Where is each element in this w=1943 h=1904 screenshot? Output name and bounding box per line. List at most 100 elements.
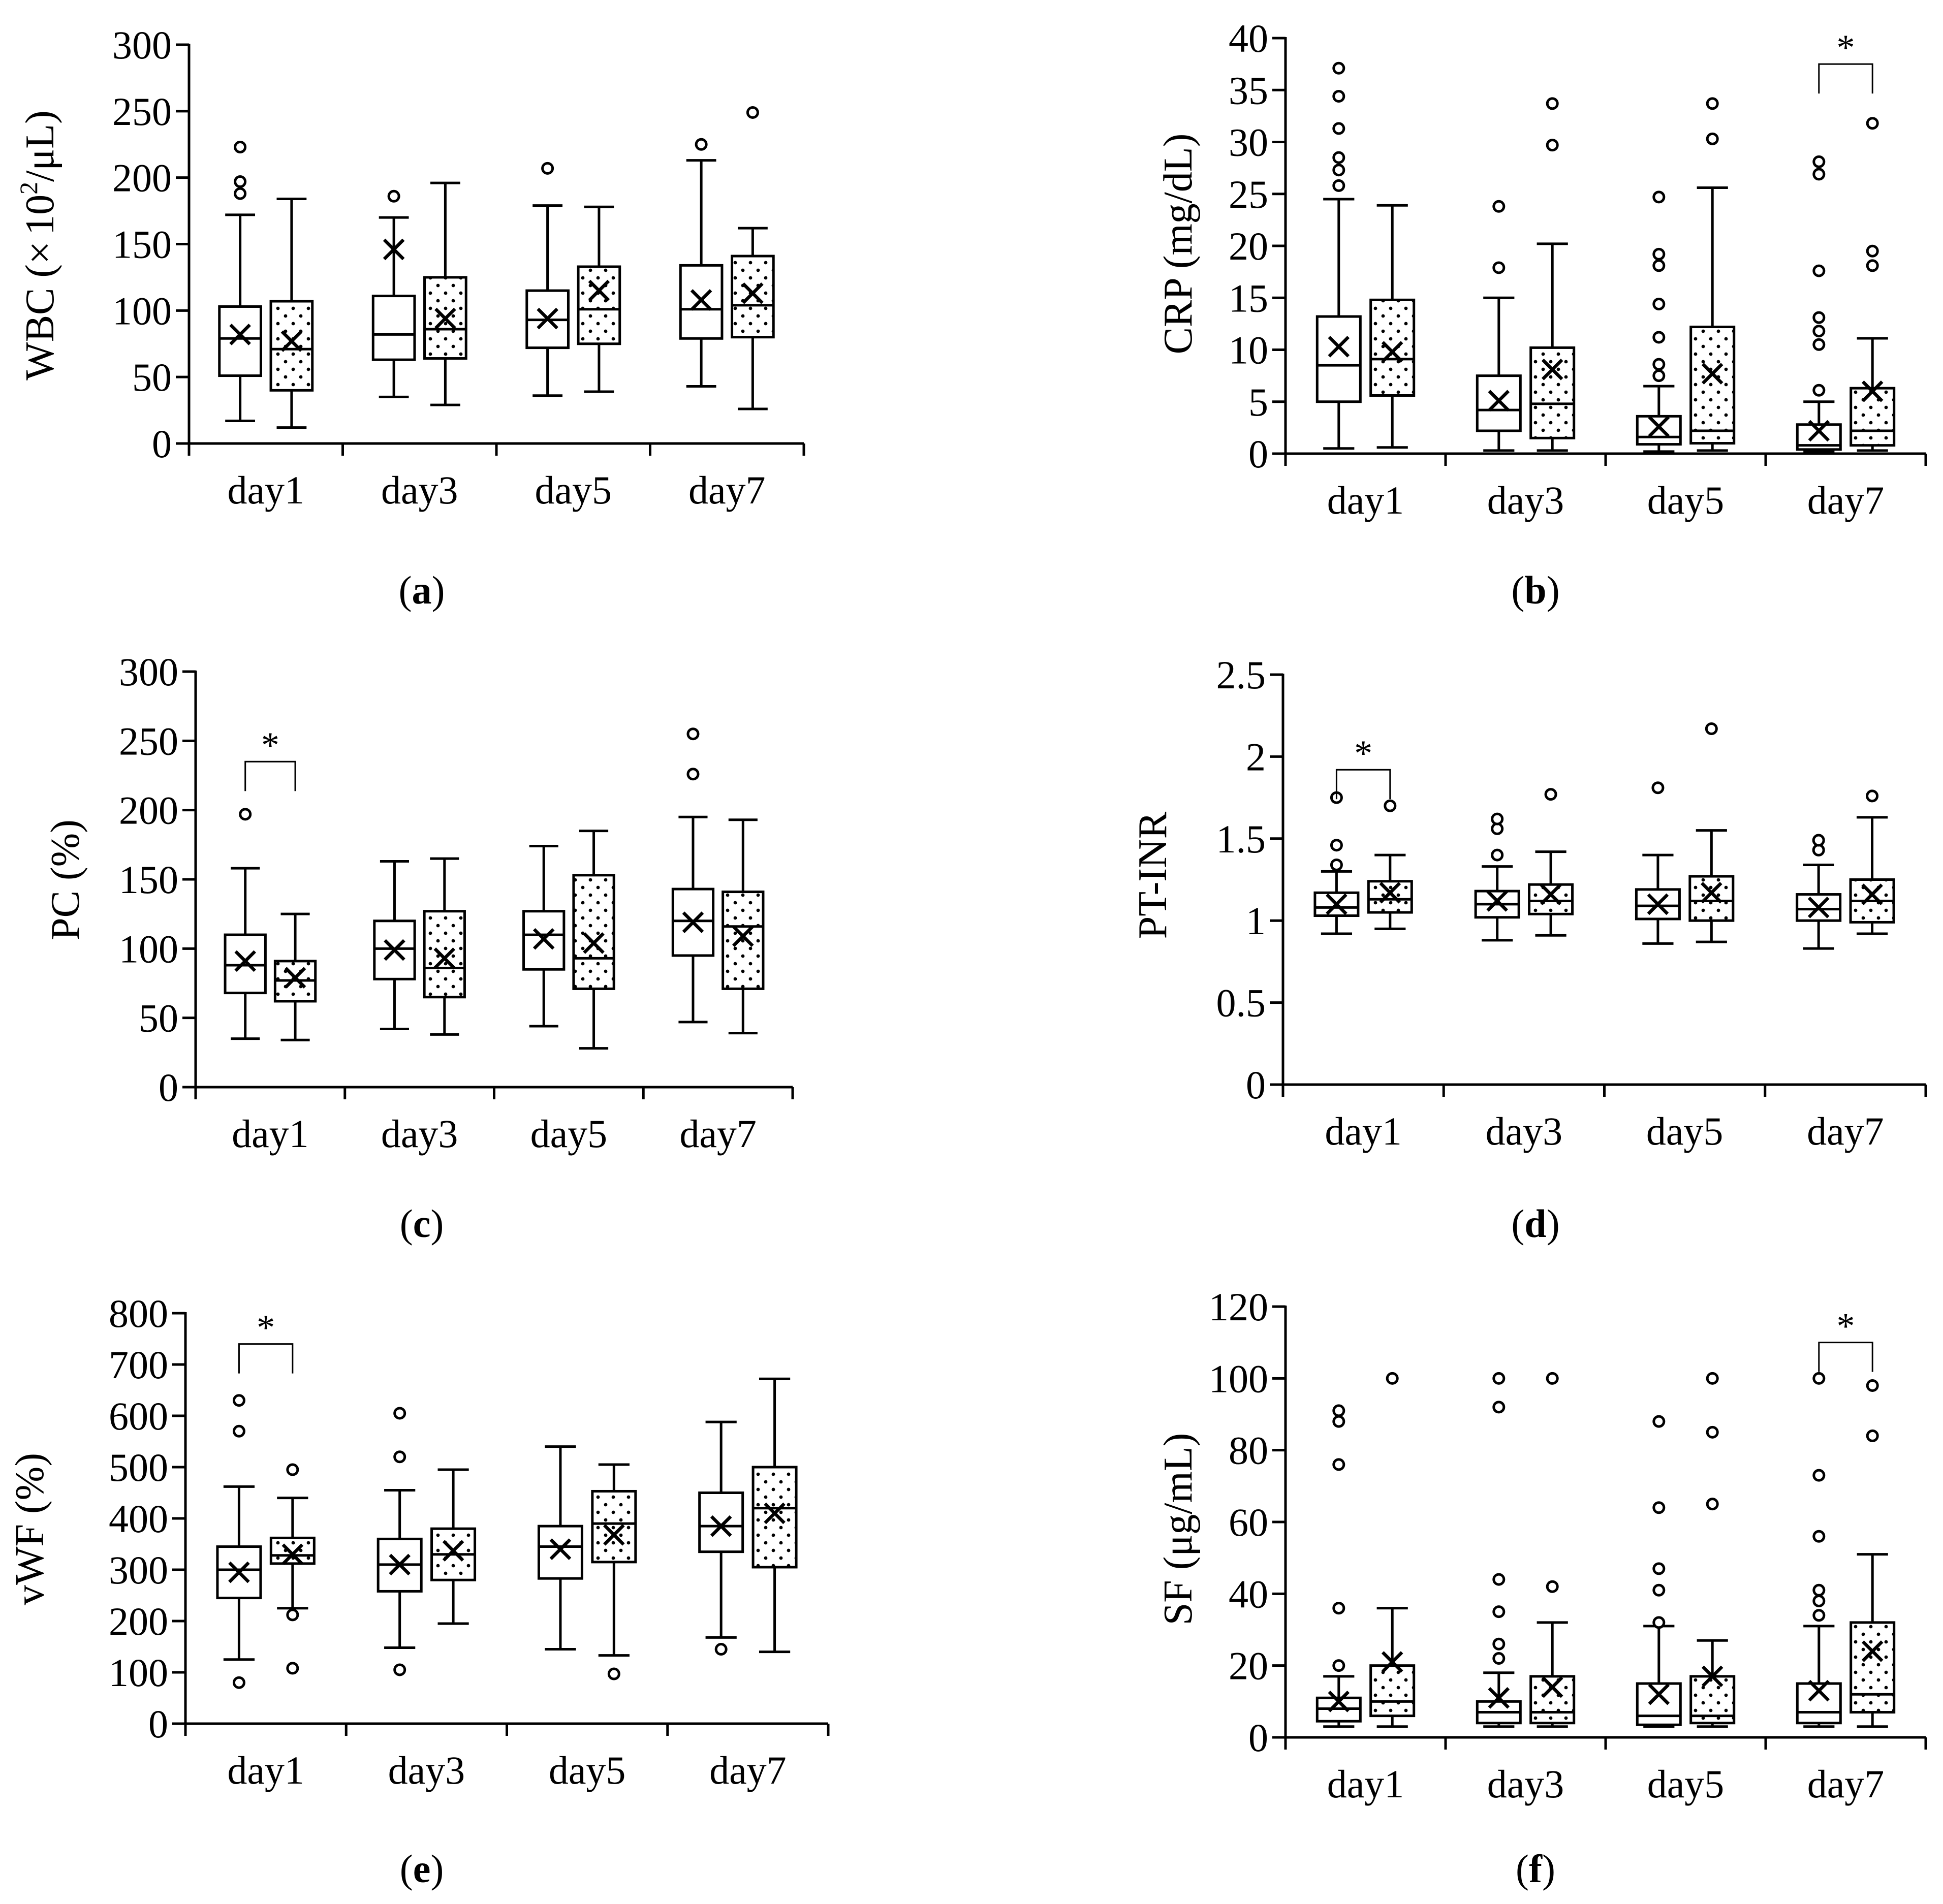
outlier-point (1332, 1415, 1345, 1428)
box-background (225, 935, 266, 993)
box-day3-plain (377, 1407, 423, 1676)
outlier-point (1384, 799, 1397, 812)
mean-marker (764, 1502, 786, 1525)
outlier-point (686, 727, 700, 741)
outlier-point (1332, 1404, 1345, 1417)
significance-star: * (1354, 733, 1372, 774)
outlier-point (1652, 1616, 1666, 1629)
y-tick-label: 100 (119, 927, 178, 971)
outlier-point (234, 140, 247, 153)
box-iqr (218, 305, 262, 377)
box-iqr (1635, 888, 1681, 921)
y-tick-label: 15 (1229, 276, 1268, 320)
box-iqr (1315, 315, 1362, 403)
mean-marker (1861, 1640, 1884, 1662)
box-day5-dotted (1688, 722, 1735, 943)
box-iqr (1476, 374, 1522, 432)
box-day1-dotted (269, 198, 314, 429)
panel-a-ylabel: WBC (×102/μL) (14, 110, 62, 380)
box-iqr (371, 295, 416, 361)
outlier-point (1812, 1594, 1826, 1607)
outlier-point (1332, 1659, 1345, 1672)
bracket-line (1818, 63, 1873, 94)
y-tick-label: 0 (148, 1702, 168, 1746)
mean-marker (1326, 893, 1347, 915)
outlier-point (1492, 200, 1506, 213)
outlier-point (1866, 1429, 1879, 1442)
box-day3-dotted (423, 181, 467, 406)
y-tick-label: 150 (119, 858, 178, 902)
outlier-point (1332, 164, 1345, 177)
box-day1-plain (218, 140, 262, 423)
mean-marker (1486, 890, 1508, 912)
mean-marker (1379, 882, 1401, 904)
outlier-point (686, 768, 700, 781)
y-tick-label: 20 (1229, 1644, 1268, 1688)
box-day5-dotted (591, 1463, 637, 1680)
box-day1-plain (1313, 791, 1360, 935)
outlier-point (286, 1662, 299, 1675)
y-tick-label: 300 (112, 23, 172, 67)
panel-f: 0 20 40 60 80 100 120 day1 day3 day5 day7 * SF (μg… (1156, 1285, 1927, 1891)
mean-marker (1807, 897, 1830, 918)
y-tick-label: 500 (109, 1445, 168, 1489)
x-tick-label: day5 (1647, 478, 1725, 522)
box-day1-dotted (1369, 204, 1416, 449)
x-tick-label: day3 (381, 1112, 458, 1156)
outlier-point (1812, 338, 1826, 351)
mean-marker (442, 1540, 464, 1562)
outlier-point (1492, 1401, 1506, 1414)
box-iqr (1688, 875, 1735, 922)
panel-f-axes: 0 20 40 60 80 100 120 day1 day3 day5 day7 (1209, 1285, 1927, 1806)
box-day1-plain (1315, 61, 1362, 450)
panel-a-boxes (218, 106, 775, 429)
mean-marker (1701, 1665, 1723, 1688)
box-iqr (537, 1525, 583, 1580)
box-iqr (1796, 1682, 1842, 1725)
outlier-point (1812, 384, 1826, 397)
box-iqr (1369, 1664, 1416, 1718)
y-tick-label: 250 (112, 89, 172, 134)
box-stipple (271, 301, 312, 391)
outlier-point (1652, 331, 1666, 344)
significance-bracket: * (1818, 1306, 1873, 1372)
box-iqr (1529, 1675, 1576, 1725)
box-stipple (271, 1538, 315, 1564)
panel-b-axes: 0 5 10 15 20 25 30 35 40 day1 day3 day5 day7 (1229, 16, 1927, 522)
mean-marker (229, 324, 251, 345)
x-tick-label: day7 (709, 1748, 787, 1792)
panel-e-boxes: * (216, 1308, 798, 1689)
y-tick-label: 50 (139, 996, 178, 1040)
mean-marker (234, 950, 256, 972)
box-iqr (572, 874, 615, 990)
outlier-point (1546, 97, 1559, 110)
box-iqr (269, 300, 314, 392)
y-tick-label: 800 (109, 1291, 168, 1336)
outlier-point (1812, 1583, 1826, 1597)
box-day7-dotted (751, 1377, 798, 1654)
box-stipple (1689, 876, 1733, 921)
outlier-point (239, 808, 252, 821)
outlier-point (1330, 839, 1343, 852)
box-stipple (1370, 300, 1414, 396)
box-iqr (373, 919, 416, 980)
box-day1-plain (224, 808, 267, 1040)
outlier-point (1706, 1425, 1719, 1439)
mean-marker (281, 1543, 304, 1565)
box-day5-plain (537, 1445, 583, 1651)
box-day7-plain (1796, 834, 1842, 950)
outlier-point (1866, 259, 1879, 272)
outlier-point (232, 1676, 245, 1689)
mean-marker (537, 307, 558, 330)
x-tick-label: day3 (1487, 478, 1564, 522)
box-day1-dotted (1369, 1372, 1416, 1728)
x-tick-label: day7 (1807, 1109, 1884, 1153)
outlier-point (1652, 1562, 1666, 1575)
panel-b-boxes: * (1315, 27, 1896, 453)
box-day1-plain (216, 1394, 262, 1689)
mean-marker (583, 932, 605, 954)
box-day3-plain (371, 189, 416, 398)
box-background (699, 1493, 743, 1552)
outlier-point (393, 1407, 406, 1420)
outlier-point (1332, 151, 1345, 164)
